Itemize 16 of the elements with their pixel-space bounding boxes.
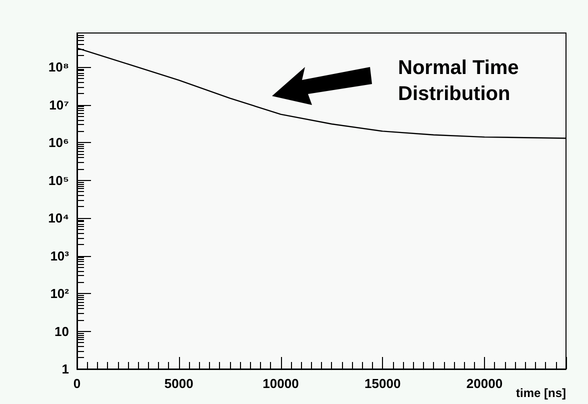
- y-tick-label: 10⁷: [49, 97, 69, 112]
- y-tick-label: 10⁸: [48, 60, 69, 75]
- x-tick-label: 10000: [262, 376, 299, 391]
- y-tick-label: 10²: [50, 286, 70, 302]
- x-tick-label: 20000: [466, 376, 503, 391]
- annotation: Normal Time Distribution: [398, 57, 524, 105]
- x-tick-label: 5000: [164, 376, 194, 391]
- y-tick-label: 1: [62, 362, 69, 376]
- y-tick-label: 10⁵: [48, 172, 69, 188]
- y-tick-label: 10: [54, 324, 69, 339]
- y-tick-label: 10⁴: [48, 210, 69, 226]
- x-tick-label: 15000: [364, 376, 401, 391]
- y-tick-label: 10³: [50, 248, 70, 264]
- y-tick-label: 10⁶: [48, 135, 70, 150]
- x-tick-label: 0: [73, 376, 81, 391]
- x-axis-title: time [ns]: [516, 386, 566, 400]
